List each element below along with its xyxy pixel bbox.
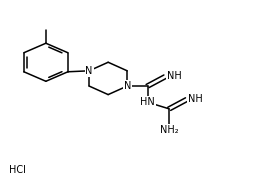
Text: HN: HN bbox=[140, 97, 155, 107]
Text: NH₂: NH₂ bbox=[160, 125, 179, 135]
Text: NH: NH bbox=[188, 94, 203, 104]
Text: NH: NH bbox=[167, 71, 181, 81]
Text: N: N bbox=[85, 66, 93, 76]
Text: HCl: HCl bbox=[10, 165, 26, 175]
Text: N: N bbox=[124, 81, 131, 91]
